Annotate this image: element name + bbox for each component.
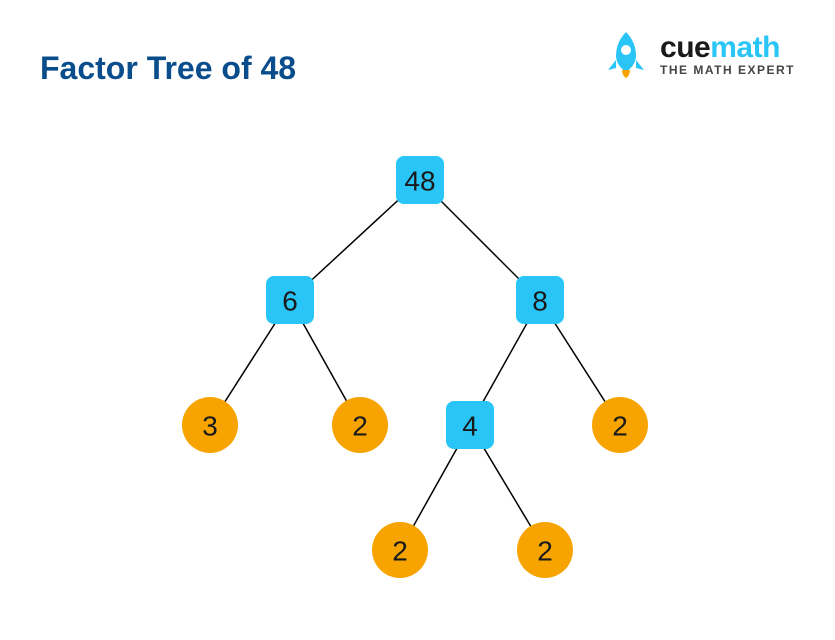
logo-math: math — [710, 31, 780, 64]
node-label: 4 — [462, 411, 478, 442]
node-label: 2 — [612, 411, 628, 442]
tree-node: 48 — [396, 156, 444, 204]
node-label: 2 — [392, 536, 408, 567]
tree-node: 2 — [592, 397, 648, 453]
node-label: 2 — [537, 536, 553, 567]
page-title: Factor Tree of 48 — [40, 50, 296, 87]
logo: cuemath THE MATH EXPERT — [602, 30, 795, 78]
tree-node: 2 — [517, 522, 573, 578]
logo-cue: cue — [660, 31, 710, 64]
node-label: 6 — [282, 286, 298, 317]
logo-text: cuemath THE MATH EXPERT — [660, 31, 795, 77]
tree-node: 2 — [372, 522, 428, 578]
logo-brand: cuemath — [660, 31, 795, 65]
logo-tagline: THE MATH EXPERT — [660, 63, 795, 77]
tree-node: 2 — [332, 397, 388, 453]
node-label: 48 — [404, 166, 435, 197]
tree-node: 4 — [446, 401, 494, 449]
tree-node: 8 — [516, 276, 564, 324]
tree-node: 3 — [182, 397, 238, 453]
node-label: 8 — [532, 286, 548, 317]
node-label: 2 — [352, 411, 368, 442]
tree-node: 6 — [266, 276, 314, 324]
factor-tree: 48 6 8 3 2 4 2 2 2 — [100, 140, 740, 640]
node-label: 3 — [202, 411, 218, 442]
rocket-icon — [602, 30, 650, 78]
